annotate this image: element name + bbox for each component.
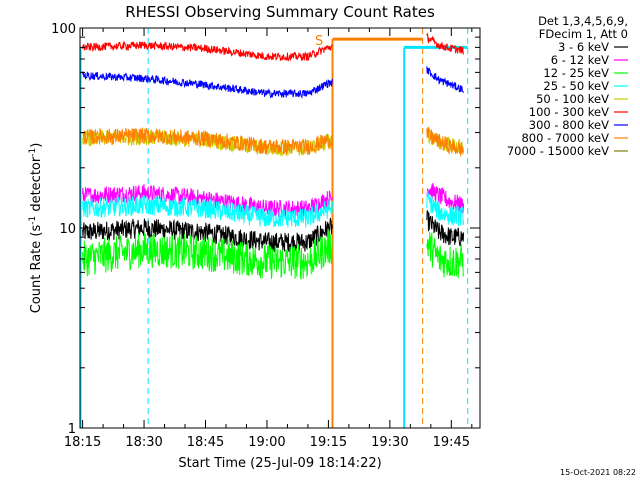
x-tick-label: 19:00 <box>248 435 285 450</box>
y-axis-label-part-3: ) <box>29 143 44 148</box>
y-axis-label-sup-2: -1 <box>28 148 38 157</box>
legend-header-line-2: FDecim 1, Att 0 <box>539 27 628 41</box>
legend-header-line-1: Det 1,3,4,5,6,9, <box>538 14 628 28</box>
series-line-6 <box>82 66 465 99</box>
legend-entry-label: 50 - 100 keV <box>536 92 609 106</box>
legend-entry-label: 3 - 6 keV <box>558 40 609 54</box>
legend-entry-label: 12 - 25 keV <box>543 66 609 80</box>
x-tick-label: 18:45 <box>187 435 224 450</box>
x-tick-label: 19:15 <box>310 435 347 450</box>
x-tick-label: 18:15 <box>64 435 101 450</box>
legend-header: Det 1,3,4,5,6,9, FDecim 1, Att 0 <box>538 14 628 41</box>
x-axis-label: Start Time (25-Jul-09 18:14:22) <box>178 456 381 471</box>
y-axis-ticks: 1 10 100 <box>51 22 480 437</box>
series-line-0 <box>82 210 465 253</box>
series-line-5 <box>82 32 465 62</box>
timestamp: 15-Oct-2021 08:22 <box>560 468 636 477</box>
legend-entry-label: 25 - 50 keV <box>543 79 609 93</box>
x-tick-label: 19:45 <box>433 435 470 450</box>
series-line-2 <box>82 229 465 281</box>
y-axis-label-sup-1: -1 <box>28 216 38 225</box>
legend-entry-label: 300 - 800 keV <box>529 118 609 132</box>
chart-title: RHESSI Observing Summary Count Rates <box>125 3 435 21</box>
legend-entry-label: 6 - 12 keV <box>551 53 609 67</box>
x-tick-label: 18:30 <box>125 435 162 450</box>
series-line-7 <box>82 127 465 157</box>
data-series <box>82 32 465 281</box>
legend-entry-label: 7000 - 15000 keV <box>507 144 609 158</box>
series-line-3 <box>82 190 465 228</box>
x-tick-label: 19:30 <box>371 435 408 450</box>
flag-label: S <box>315 34 323 49</box>
y-axis-label: Count Rate (s-1 detector-1) <box>28 143 44 314</box>
legend-entry-label: 100 - 300 keV <box>529 105 609 119</box>
y-tick-label: 100 <box>51 22 76 37</box>
x-axis-ticks: 18:15 18:30 18:45 19:00 19:15 19:30 19:45 <box>64 28 473 450</box>
y-axis-label-part-2: detector <box>29 156 44 216</box>
y-tick-label: 10 <box>59 222 76 237</box>
legend-entry-label: 800 - 7000 keV <box>521 131 609 145</box>
y-axis-label-part-1: Count Rate (s <box>29 225 44 314</box>
y-tick-label: 1 <box>68 422 76 437</box>
